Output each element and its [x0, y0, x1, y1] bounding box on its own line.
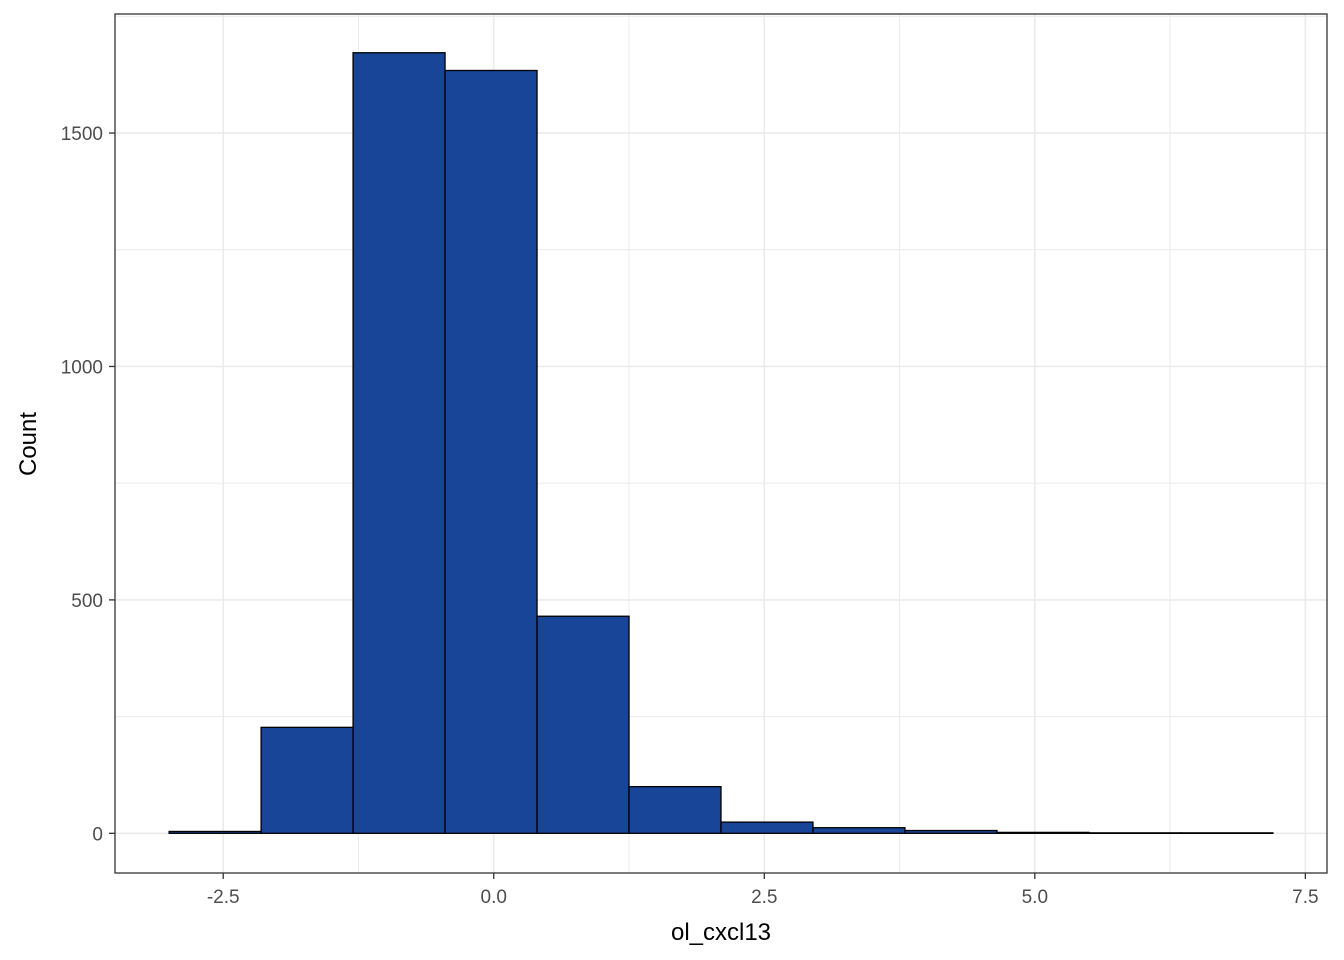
y-axis-title: Count [15, 412, 42, 476]
x-tick-label: 0.0 [481, 887, 507, 908]
x-axis-ticks: -2.5 0.0 2.5 5.0 7.5 [207, 873, 1319, 908]
y-tick-label: 1000 [61, 357, 103, 378]
y-tick-label: 0 [92, 824, 103, 845]
y-tick-label: 1500 [61, 124, 103, 145]
histogram-bar [536, 615, 630, 834]
histogram-bar [1180, 832, 1274, 835]
histogram-bar [168, 830, 262, 834]
histogram-bar [904, 829, 998, 834]
histogram-bar [628, 785, 722, 834]
x-axis-title: ol_cxcl13 [671, 919, 771, 946]
histogram-bar [352, 52, 446, 834]
x-tick-label: 5.0 [1022, 887, 1048, 908]
y-axis-ticks: 0 500 1000 1500 [61, 124, 115, 845]
x-tick-label: -2.5 [207, 887, 240, 908]
histogram-bar [996, 831, 1090, 834]
histogram-bar [720, 821, 814, 834]
histogram-bar [1088, 832, 1182, 835]
histogram-bar [812, 827, 906, 834]
histogram-bar [260, 726, 354, 834]
histogram-bars [168, 52, 1274, 835]
y-tick-label: 500 [71, 591, 103, 612]
x-tick-label: 7.5 [1292, 887, 1318, 908]
panel-border [114, 13, 1328, 874]
x-tick-label: 2.5 [751, 887, 777, 908]
histogram-bar [444, 69, 538, 834]
